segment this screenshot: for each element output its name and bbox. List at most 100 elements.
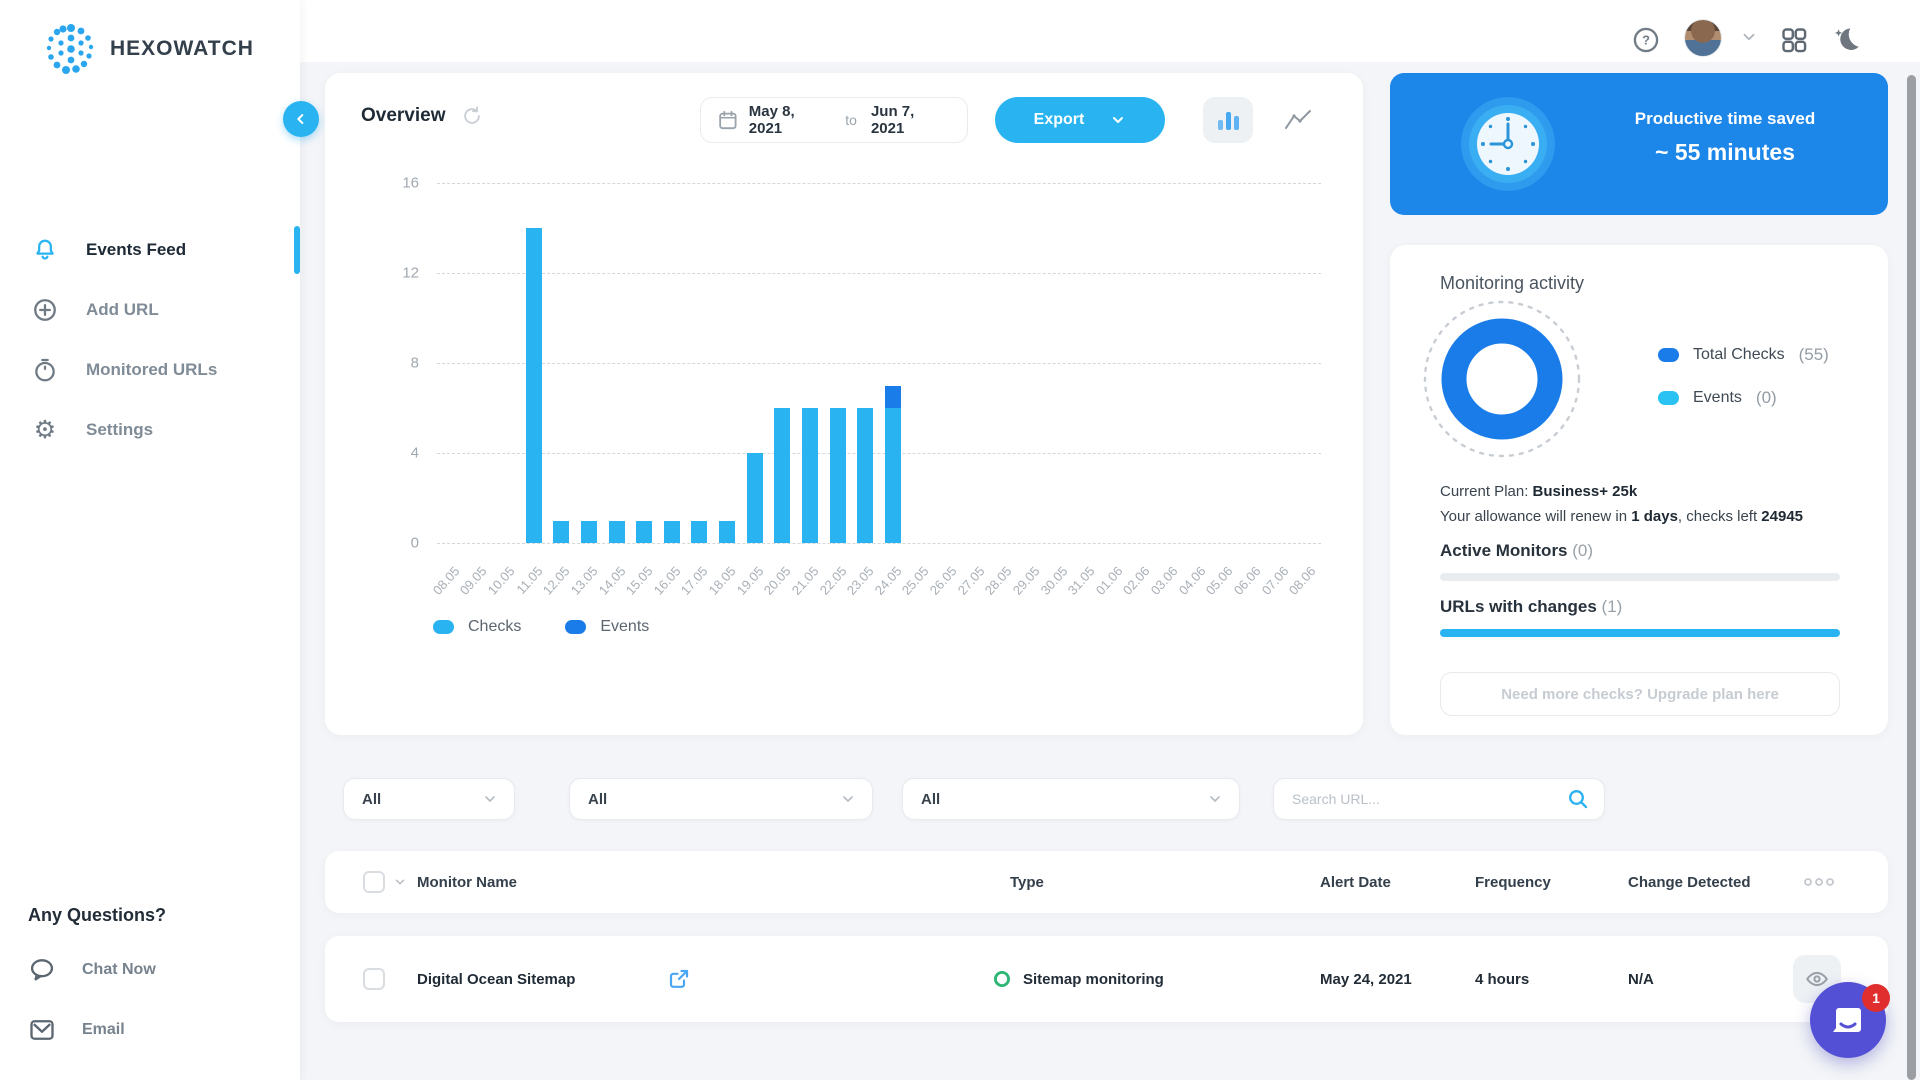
export-button[interactable]: Export bbox=[995, 97, 1165, 143]
table-options-button[interactable] bbox=[1803, 851, 1835, 913]
filter-dropdown-1[interactable]: All bbox=[343, 778, 515, 820]
eye-icon bbox=[1806, 971, 1828, 987]
gear-icon: ⚙ bbox=[33, 416, 57, 444]
checks-bar-20.05[interactable] bbox=[774, 408, 791, 543]
checks-legend-dot bbox=[433, 620, 454, 634]
open-url-button[interactable] bbox=[667, 936, 691, 1022]
user-menu-chevron[interactable] bbox=[1738, 26, 1760, 48]
legend-label: Checks bbox=[468, 618, 522, 635]
chat-unread-badge: 1 bbox=[1862, 984, 1890, 1012]
status-circle-icon bbox=[994, 971, 1010, 987]
bar-chart-toggle[interactable] bbox=[1203, 97, 1253, 143]
chevron-down-icon bbox=[1113, 117, 1124, 123]
user-menu[interactable] bbox=[1683, 18, 1723, 58]
stopwatch-icon bbox=[35, 358, 55, 382]
legend-total-checks: Total Checks (55) bbox=[1658, 345, 1829, 365]
y-axis-tick: 0 bbox=[410, 534, 419, 552]
filter-dropdown-3[interactable]: All bbox=[902, 778, 1240, 820]
search-url-input[interactable] bbox=[1292, 791, 1566, 807]
change-detected: N/A bbox=[1628, 970, 1654, 988]
page-scrollbar[interactable] bbox=[1907, 75, 1916, 1080]
chevron-down-icon bbox=[843, 796, 853, 802]
checks-bar-13.05[interactable] bbox=[580, 520, 597, 543]
monitor-name[interactable]: Digital Ocean Sitemap bbox=[417, 970, 576, 988]
sidebar-collapse-button[interactable] bbox=[283, 101, 319, 137]
filter-dropdown-2[interactable]: All bbox=[569, 778, 873, 820]
col-alert-date[interactable]: Alert Date bbox=[1320, 873, 1391, 891]
y-axis-tick: 12 bbox=[402, 264, 419, 282]
chat-launcher-button[interactable] bbox=[1810, 982, 1886, 1058]
calendar-icon bbox=[719, 110, 737, 130]
sidebar-item-label: Settings bbox=[86, 420, 154, 439]
chevron-down-icon bbox=[395, 879, 405, 885]
chart-legend: Checks Events bbox=[433, 618, 649, 636]
time-saved-card: Productive time saved ~ 55 minutes bbox=[1390, 73, 1888, 215]
overview-title: Overview bbox=[361, 105, 446, 126]
legend-item-checks[interactable]: Checks bbox=[433, 618, 521, 636]
chevron-down-icon bbox=[1210, 796, 1220, 802]
checks-bar-21.05[interactable] bbox=[801, 408, 818, 543]
row-checkbox[interactable] bbox=[363, 936, 385, 1022]
sidebar-item-add-url[interactable]: Add URL bbox=[0, 284, 300, 336]
date-range-picker[interactable]: May 8, 2021 to Jun 7, 2021 bbox=[700, 97, 968, 143]
chevron-down-icon bbox=[1743, 33, 1755, 41]
plus-circle-icon bbox=[34, 299, 56, 321]
search-url-box bbox=[1273, 778, 1605, 820]
checks-bar-18.05[interactable] bbox=[719, 520, 736, 543]
urls-with-changes-meter bbox=[1440, 629, 1840, 637]
select-all-checkbox[interactable] bbox=[363, 851, 385, 913]
sidebar-item-settings[interactable]: ⚙ Settings bbox=[0, 404, 300, 456]
gridline bbox=[437, 363, 1321, 364]
sidebar-item-monitored-urls[interactable]: Monitored URLs bbox=[0, 344, 300, 396]
col-change-detected[interactable]: Change Detected bbox=[1628, 873, 1751, 891]
alert-date: May 24, 2021 bbox=[1320, 970, 1412, 988]
y-axis-tick: 16 bbox=[402, 174, 419, 192]
date-to: Jun 7, 2021 bbox=[870, 103, 915, 137]
plan-name: Business+ 25k bbox=[1532, 483, 1638, 500]
email-link[interactable]: Email bbox=[28, 1016, 125, 1044]
checks-bar-24.05[interactable] bbox=[884, 408, 901, 543]
col-monitor-name[interactable]: Monitor Name bbox=[417, 873, 518, 891]
active-monitors-meter bbox=[1440, 573, 1840, 581]
active-monitors-label: Active Monitors (0) bbox=[1440, 541, 1594, 560]
brand-name: HEXOWATCH bbox=[110, 37, 254, 60]
monitoring-title: Monitoring activity bbox=[1440, 273, 1585, 293]
checks-bar-12.05[interactable] bbox=[553, 520, 570, 543]
checks-bar-19.05[interactable] bbox=[746, 453, 763, 543]
refresh-button[interactable] bbox=[461, 105, 483, 132]
envelope-icon bbox=[30, 1020, 54, 1040]
clock-icon bbox=[1458, 94, 1558, 199]
col-type[interactable]: Type bbox=[1010, 873, 1044, 891]
brand-logo[interactable]: HEXOWATCH bbox=[44, 22, 254, 76]
events-bar-24.05[interactable] bbox=[884, 385, 901, 408]
table-row[interactable]: Digital Ocean Sitemap Sitemap monitoring… bbox=[325, 936, 1888, 1022]
checks-bar-15.05[interactable] bbox=[636, 520, 653, 543]
chat-now-link[interactable]: Chat Now bbox=[28, 956, 156, 984]
help-button[interactable]: ? bbox=[1628, 22, 1664, 58]
urls-with-changes-label: URLs with changes (1) bbox=[1440, 597, 1623, 616]
chat-now-label: Chat Now bbox=[82, 961, 156, 978]
select-all-chevron[interactable] bbox=[393, 851, 407, 913]
time-saved-value: ~ 55 minutes bbox=[1655, 139, 1795, 165]
hexowatch-logo-icon bbox=[46, 24, 94, 74]
refresh-icon bbox=[464, 106, 480, 124]
search-icon[interactable] bbox=[1566, 787, 1590, 811]
gridline bbox=[437, 273, 1321, 274]
sidebar-item-events-feed[interactable]: Events Feed bbox=[0, 224, 300, 276]
legend-item-events[interactable]: Events bbox=[565, 618, 649, 636]
checks-bar-16.05[interactable] bbox=[663, 520, 680, 543]
upgrade-plan-button[interactable]: Need more checks? Upgrade plan here bbox=[1440, 672, 1840, 716]
checks-bar-23.05[interactable] bbox=[857, 408, 874, 543]
line-chart-toggle[interactable] bbox=[1283, 107, 1313, 138]
legend-label: Events bbox=[600, 618, 650, 635]
col-frequency[interactable]: Frequency bbox=[1475, 873, 1551, 891]
chevron-left-icon bbox=[297, 114, 304, 124]
chevron-down-icon bbox=[485, 796, 495, 802]
checks-bar-14.05[interactable] bbox=[608, 520, 625, 543]
checks-bar-22.05[interactable] bbox=[829, 408, 846, 543]
apps-grid-button[interactable] bbox=[1776, 22, 1812, 58]
chat-bubble-icon bbox=[30, 959, 54, 981]
checks-bar-11.05[interactable] bbox=[525, 228, 542, 543]
checks-bar-17.05[interactable] bbox=[691, 520, 708, 543]
dark-mode-toggle[interactable] bbox=[1826, 20, 1866, 60]
